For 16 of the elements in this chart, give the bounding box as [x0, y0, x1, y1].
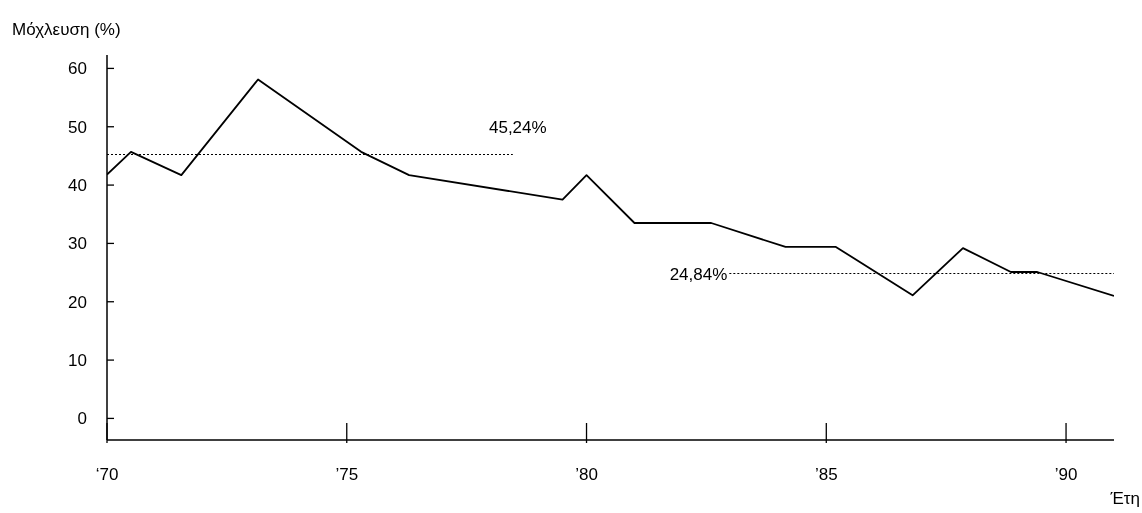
ref-line-label: 24,84%	[669, 264, 728, 284]
y-tick-label: 60	[68, 59, 87, 79]
ref-line-label: 45,24%	[488, 117, 547, 137]
x-tick-label: ’80	[575, 465, 598, 484]
y-tick-label: 50	[68, 117, 87, 137]
x-axis-title: Έτη	[1109, 489, 1140, 508]
x-tick-label: ’75	[335, 465, 359, 484]
y-axis-title: Μόχλευση (%)	[12, 20, 121, 39]
y-tick-label: 20	[68, 292, 87, 312]
y-tick-label: 0	[77, 409, 87, 429]
y-tick-label: 30	[68, 234, 87, 254]
x-tick-label: ’85	[814, 465, 838, 484]
x-tick-label: ‘70	[95, 465, 119, 484]
y-tick-label: 40	[68, 176, 87, 196]
y-tick-label: 10	[68, 351, 87, 371]
x-tick-label: ’90	[1054, 465, 1078, 484]
